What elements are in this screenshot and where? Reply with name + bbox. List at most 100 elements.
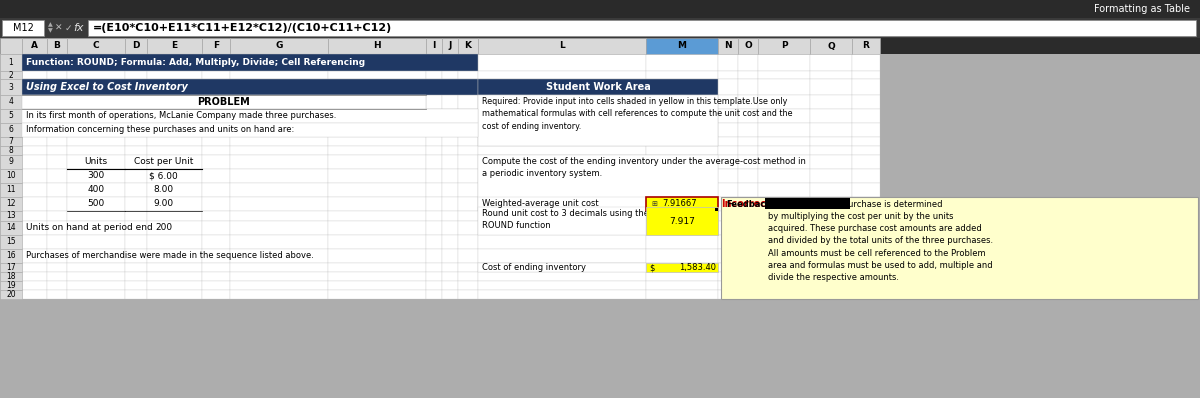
- Text: Cost per Unit: Cost per Unit: [134, 158, 193, 166]
- Bar: [718, 281, 738, 290]
- Bar: [758, 221, 810, 235]
- Bar: [458, 169, 478, 183]
- Bar: [230, 272, 328, 281]
- Bar: [478, 221, 646, 235]
- Bar: [478, 249, 646, 263]
- Bar: [67, 71, 125, 79]
- Text: R: R: [863, 41, 870, 51]
- Bar: [852, 137, 880, 146]
- Text: I: I: [432, 41, 436, 51]
- Bar: [718, 183, 738, 197]
- Bar: [758, 235, 810, 249]
- Bar: [0, 109, 22, 123]
- Bar: [852, 169, 880, 183]
- Bar: [478, 197, 646, 211]
- Bar: [646, 197, 718, 211]
- Bar: [0, 0, 1200, 18]
- Bar: [478, 146, 646, 155]
- Bar: [67, 54, 125, 71]
- Bar: [67, 197, 125, 211]
- Bar: [148, 263, 202, 272]
- Bar: [88, 20, 1196, 36]
- Bar: [47, 38, 67, 54]
- Text: 8.00: 8.00: [154, 185, 174, 195]
- Text: 300: 300: [88, 172, 104, 181]
- Bar: [125, 123, 148, 137]
- Bar: [67, 169, 125, 183]
- Bar: [67, 137, 125, 146]
- Bar: [47, 169, 67, 183]
- Bar: [458, 146, 478, 155]
- Text: B: B: [54, 41, 60, 51]
- Text: K: K: [464, 41, 472, 51]
- Text: 500: 500: [88, 199, 104, 209]
- Bar: [47, 211, 67, 221]
- Bar: [0, 183, 22, 197]
- Bar: [125, 263, 148, 272]
- Bar: [22, 263, 47, 272]
- Bar: [718, 272, 738, 281]
- Bar: [328, 137, 426, 146]
- Bar: [646, 183, 718, 197]
- Bar: [718, 211, 738, 221]
- Text: Q: Q: [827, 41, 835, 51]
- Text: Required: Provide input into cells shaded in yellow in this template.Use only
ma: Required: Provide input into cells shade…: [482, 97, 792, 131]
- Text: Student Work Area: Student Work Area: [546, 82, 650, 92]
- Bar: [442, 95, 458, 109]
- Bar: [758, 137, 810, 146]
- Bar: [202, 109, 230, 123]
- Bar: [22, 146, 47, 155]
- Bar: [426, 183, 442, 197]
- Bar: [22, 290, 47, 299]
- Bar: [718, 95, 738, 109]
- Bar: [148, 169, 202, 183]
- Bar: [148, 155, 202, 169]
- Bar: [758, 169, 810, 183]
- Bar: [22, 38, 47, 54]
- Bar: [202, 211, 230, 221]
- Bar: [718, 109, 738, 123]
- Bar: [22, 197, 47, 211]
- Bar: [718, 235, 738, 249]
- Bar: [47, 197, 67, 211]
- Bar: [442, 155, 458, 169]
- Bar: [230, 263, 328, 272]
- Bar: [458, 109, 478, 123]
- Bar: [202, 281, 230, 290]
- Bar: [125, 109, 148, 123]
- Bar: [67, 79, 125, 95]
- Bar: [442, 137, 458, 146]
- Bar: [0, 290, 22, 299]
- Bar: [852, 211, 880, 221]
- Bar: [0, 235, 22, 249]
- Bar: [426, 169, 442, 183]
- Bar: [47, 183, 67, 197]
- Bar: [230, 146, 328, 155]
- Bar: [478, 38, 646, 54]
- Text: G: G: [275, 41, 283, 51]
- Bar: [67, 211, 125, 221]
- Text: 17: 17: [6, 263, 16, 272]
- Bar: [125, 183, 148, 197]
- Bar: [125, 137, 148, 146]
- Bar: [718, 155, 738, 169]
- Bar: [442, 54, 458, 71]
- Text: 13: 13: [6, 211, 16, 220]
- Bar: [442, 221, 458, 235]
- Text: 7: 7: [8, 137, 13, 146]
- Bar: [125, 221, 148, 235]
- Bar: [738, 272, 758, 281]
- Bar: [125, 249, 148, 263]
- Bar: [646, 263, 718, 272]
- Bar: [67, 290, 125, 299]
- Bar: [738, 137, 758, 146]
- Bar: [426, 155, 442, 169]
- Bar: [646, 263, 718, 272]
- Bar: [328, 281, 426, 290]
- Bar: [67, 272, 125, 281]
- Bar: [230, 235, 328, 249]
- Bar: [458, 54, 478, 71]
- Bar: [758, 155, 810, 169]
- Bar: [758, 272, 810, 281]
- Bar: [810, 95, 852, 109]
